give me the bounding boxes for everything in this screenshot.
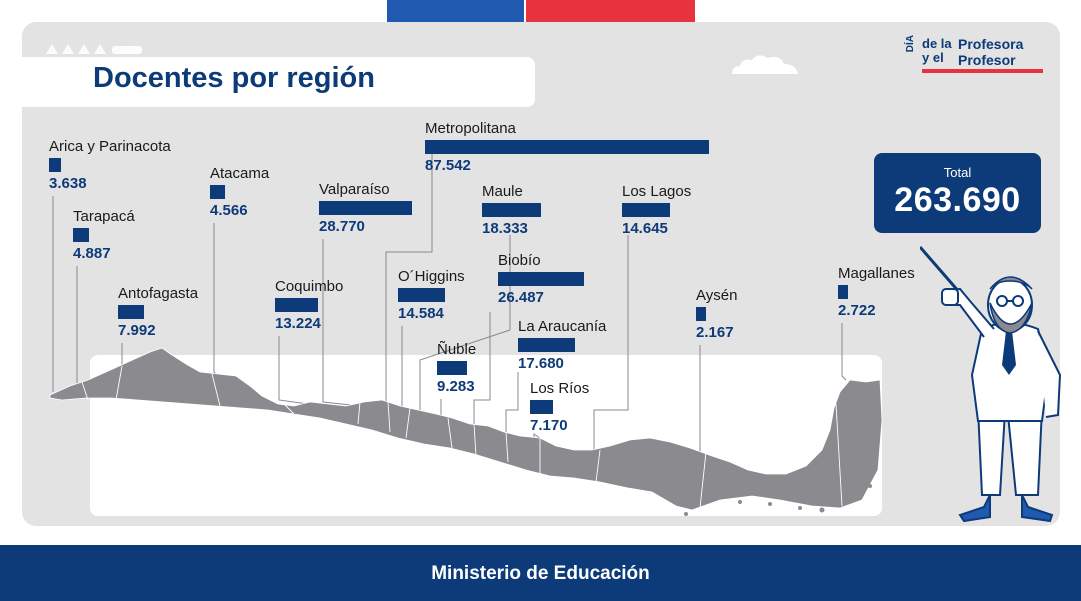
- bar-los-lagos: [622, 203, 670, 217]
- dia-profesor-logo: DÍA de la y el Profesora Profesor: [905, 30, 1045, 76]
- value-valparaiso: 28.770: [319, 218, 365, 235]
- region-label-valparaiso: Valparaíso: [319, 181, 390, 198]
- logo-big-text: Profesora Profesor: [958, 36, 1023, 68]
- logo-small-text: de la y el: [922, 37, 952, 65]
- value-los-lagos: 14.645: [622, 220, 668, 237]
- leader-line-la-araucania: [505, 372, 519, 434]
- region-label-coquimbo: Coquimbo: [275, 278, 344, 295]
- bar-magallanes: [838, 285, 848, 299]
- value-o-higgins: 14.584: [398, 305, 444, 322]
- bar-coquimbo: [275, 298, 318, 312]
- bar-los-rios: [530, 400, 553, 414]
- value-maule: 18.333: [482, 220, 528, 237]
- logo-small-line-2: y el: [922, 50, 944, 65]
- region-label-tarapaca: Tarapacá: [73, 208, 135, 225]
- teacher-illustration: [920, 246, 1062, 523]
- footer-bar: Ministerio de Educación: [0, 545, 1081, 601]
- region-label-aysen: Aysén: [696, 287, 738, 304]
- region-label-nuble: Ñuble: [437, 341, 477, 358]
- leader-line-coquimbo: [278, 336, 309, 405]
- value-aysen: 2.167: [696, 324, 734, 341]
- bar-atacama: [210, 185, 225, 199]
- flag-stripe-red: [526, 0, 695, 22]
- region-label-atacama: Atacama: [210, 165, 270, 182]
- value-arica-y-parinacota: 3.638: [49, 175, 87, 192]
- title-band: [22, 57, 535, 107]
- chile-map-shape: [49, 347, 883, 516]
- page-title: Docentes por región: [93, 62, 375, 94]
- bar-valparaiso: [319, 201, 412, 215]
- total-label: Total: [943, 165, 972, 180]
- region-label-biobio: Biobío: [498, 252, 541, 269]
- logo-underline: [922, 69, 1043, 73]
- leader-line-los-lagos: [593, 235, 629, 452]
- bar-nuble: [437, 361, 467, 375]
- bar-maule: [482, 203, 541, 217]
- footer-ministry: Ministerio de Educación: [431, 563, 650, 584]
- bar-biobio: [498, 272, 584, 286]
- bar-arica-y-parinacota: [49, 158, 61, 172]
- logo-big-line-2: Profesor: [958, 52, 1016, 68]
- value-magallanes: 2.722: [838, 302, 876, 319]
- region-label-los-lagos: Los Lagos: [622, 183, 692, 200]
- value-metropolitana: 87.542: [425, 157, 471, 174]
- bar-aysen: [696, 307, 706, 321]
- value-tarapaca: 4.887: [73, 245, 111, 262]
- leader-line-aysen: [699, 345, 707, 457]
- bar-metropolitana: [425, 140, 709, 154]
- leader-line-los-rios: [533, 433, 541, 439]
- value-los-rios: 7.170: [530, 417, 568, 434]
- logo-big-line-1: Profesora: [958, 36, 1024, 52]
- leader-line-tarapaca: [76, 266, 83, 389]
- region-label-o-higgins: O´Higgins: [398, 268, 465, 285]
- value-coquimbo: 13.224: [275, 315, 321, 332]
- value-atacama: 4.566: [210, 202, 248, 219]
- leader-line-biobio: [473, 312, 491, 426]
- value-nuble: 9.283: [437, 378, 475, 395]
- region-label-maule: Maule: [482, 183, 523, 200]
- total-box: Total 263.690: [874, 153, 1041, 233]
- bar-antofagasta: [118, 305, 144, 319]
- southern-islands: [684, 394, 878, 516]
- leader-line-magallanes: [841, 323, 847, 381]
- bar-o-higgins: [398, 288, 445, 302]
- cloud-icon: [732, 55, 798, 74]
- region-label-arica-y-parinacota: Arica y Parinacota: [49, 138, 171, 155]
- value-antofagasta: 7.992: [118, 322, 156, 339]
- region-label-los-rios: Los Ríos: [530, 380, 590, 397]
- bar-tarapaca: [73, 228, 89, 242]
- value-la-araucania: 17.680: [518, 355, 564, 372]
- leader-line-atacama: [213, 223, 219, 377]
- region-label-antofagasta: Antofagasta: [118, 285, 199, 302]
- region-label-metropolitana: Metropolitana: [425, 120, 516, 137]
- value-biobio: 26.487: [498, 289, 544, 306]
- region-borders: [81, 365, 843, 509]
- leader-line-metropolitana: [385, 140, 433, 402]
- total-value: 263.690: [894, 181, 1021, 219]
- flag-stripe-blue: [387, 0, 524, 22]
- bar-la-araucania: [518, 338, 575, 352]
- logo-small-line-1: de la: [922, 36, 952, 51]
- leader-line-valparaiso: [322, 239, 361, 407]
- region-label-magallanes: Magallanes: [838, 265, 915, 282]
- leader-line-o-higgins: [401, 326, 407, 411]
- region-label-la-araucania: La Araucanía: [518, 318, 607, 335]
